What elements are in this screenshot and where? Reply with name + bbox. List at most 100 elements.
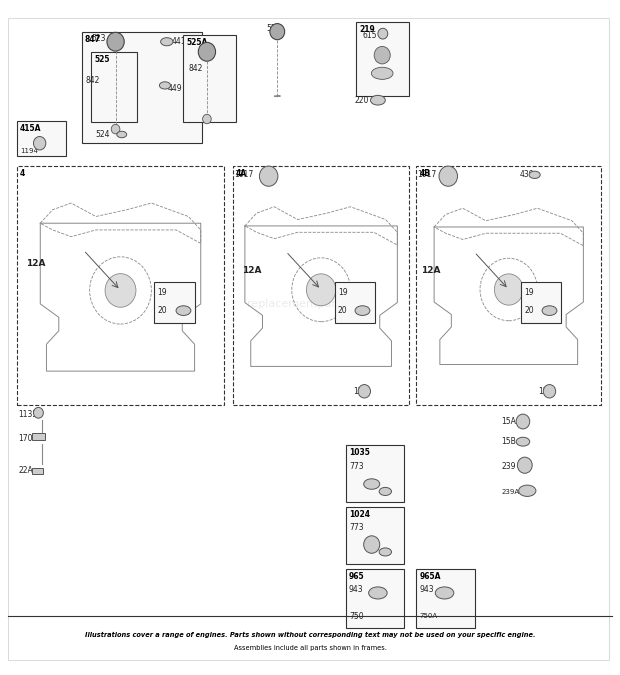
Text: 773: 773 [349, 522, 363, 532]
Text: 219: 219 [360, 25, 375, 34]
Ellipse shape [379, 487, 391, 495]
Bar [17, 166, 224, 405]
Bar [346, 445, 404, 502]
Circle shape [358, 385, 371, 398]
Bar [356, 22, 409, 95]
Bar [184, 35, 236, 122]
Circle shape [306, 274, 336, 306]
Text: 1017: 1017 [234, 170, 253, 180]
Circle shape [111, 124, 120, 134]
Text: 15B: 15B [502, 437, 516, 446]
Text: 615: 615 [363, 30, 377, 40]
Bar [17, 121, 66, 156]
Text: 20: 20 [157, 306, 167, 315]
Circle shape [374, 47, 390, 64]
Bar [521, 282, 561, 323]
Text: 170: 170 [19, 434, 33, 443]
Text: 415A: 415A [20, 124, 42, 134]
Circle shape [270, 24, 285, 40]
Ellipse shape [159, 82, 170, 89]
Bar [346, 507, 404, 564]
Ellipse shape [371, 95, 385, 105]
Text: 1024: 1024 [349, 510, 370, 519]
Text: Illustrations cover a range of engines. Parts shown without corresponding text m: Illustrations cover a range of engines. … [85, 632, 535, 638]
Text: 239A: 239A [502, 489, 520, 495]
Ellipse shape [518, 485, 536, 496]
Bar [416, 166, 601, 405]
Ellipse shape [176, 306, 191, 315]
Circle shape [517, 457, 532, 473]
Text: 1035: 1035 [349, 448, 370, 458]
Ellipse shape [117, 131, 126, 138]
Text: 20: 20 [338, 306, 347, 315]
Text: 750A: 750A [419, 614, 437, 620]
Text: 20: 20 [524, 306, 534, 315]
Text: 449: 449 [168, 84, 183, 93]
Circle shape [378, 28, 388, 39]
Circle shape [364, 536, 379, 554]
Text: 943: 943 [349, 585, 363, 594]
Ellipse shape [435, 587, 454, 599]
Ellipse shape [529, 171, 540, 178]
Text: 239: 239 [502, 462, 516, 471]
Text: 1194: 1194 [20, 148, 38, 154]
Circle shape [198, 43, 216, 61]
Bar [335, 282, 375, 323]
Text: 12A: 12A [26, 259, 46, 268]
Text: 1135: 1135 [19, 410, 38, 419]
Bar [32, 433, 45, 439]
Text: Assemblies include all parts shown in frames.: Assemblies include all parts shown in fr… [234, 645, 386, 651]
Text: 220: 220 [355, 96, 369, 105]
Text: 965A: 965A [419, 572, 441, 581]
Text: 4B: 4B [419, 169, 430, 178]
Text: 19: 19 [338, 288, 347, 297]
Bar [91, 52, 137, 122]
Circle shape [105, 273, 136, 307]
Text: 12A: 12A [421, 266, 441, 275]
Text: 22A: 22A [19, 466, 33, 475]
Circle shape [203, 114, 211, 124]
Text: 19: 19 [524, 288, 534, 297]
Circle shape [543, 385, 556, 398]
Text: 12A: 12A [242, 266, 262, 275]
Ellipse shape [364, 479, 379, 489]
Text: 4: 4 [20, 169, 25, 178]
Text: replacementparts.com: replacementparts.com [247, 299, 373, 309]
Text: 965: 965 [349, 572, 365, 581]
Text: 525: 525 [94, 55, 110, 64]
Text: 15: 15 [538, 387, 548, 396]
Ellipse shape [371, 68, 393, 80]
Circle shape [107, 32, 124, 51]
Ellipse shape [516, 437, 529, 446]
Bar [416, 569, 475, 628]
Bar [233, 166, 409, 405]
Circle shape [439, 166, 458, 186]
Bar [82, 32, 202, 142]
Text: 773: 773 [349, 462, 363, 471]
Text: 750: 750 [349, 612, 363, 621]
Ellipse shape [379, 548, 391, 556]
Ellipse shape [355, 306, 370, 315]
Text: 19: 19 [157, 288, 167, 297]
Text: 943: 943 [419, 585, 434, 594]
Text: 523: 523 [267, 24, 281, 33]
Ellipse shape [369, 587, 387, 599]
Text: 15A: 15A [502, 417, 516, 426]
Bar [346, 569, 404, 628]
Circle shape [516, 414, 529, 429]
Text: 847: 847 [85, 35, 100, 44]
Text: 1017: 1017 [417, 170, 436, 180]
Text: 525A: 525A [187, 38, 208, 47]
Text: 441: 441 [171, 37, 185, 46]
Text: 523: 523 [92, 34, 106, 43]
Circle shape [33, 408, 43, 418]
Text: 524: 524 [95, 130, 109, 139]
Circle shape [494, 274, 523, 305]
Bar [154, 282, 195, 323]
Ellipse shape [161, 38, 173, 46]
Text: 842: 842 [188, 64, 203, 73]
Text: 842: 842 [86, 76, 100, 85]
Text: 15: 15 [353, 387, 363, 396]
Ellipse shape [542, 306, 557, 315]
Text: 439: 439 [520, 170, 534, 180]
